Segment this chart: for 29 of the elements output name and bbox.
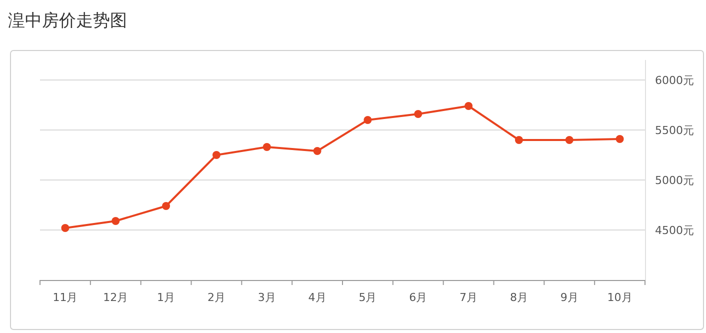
x-tick-label: 9月	[560, 291, 578, 304]
y-tick-label: 6000元	[655, 74, 694, 87]
x-tick-label: 5月	[358, 291, 377, 304]
y-tick-label: 5000元	[655, 174, 694, 187]
point	[313, 147, 322, 155]
point	[112, 217, 120, 225]
x-tick-label: 1月	[157, 291, 176, 304]
point	[162, 202, 170, 210]
point	[616, 135, 624, 143]
x-tick-label: 7月	[460, 291, 478, 304]
point	[414, 110, 422, 118]
x-tick-label: 6月	[409, 291, 428, 304]
point	[364, 116, 372, 124]
point	[61, 224, 70, 232]
x-tick-label: 10月	[607, 291, 632, 304]
point	[565, 136, 574, 144]
x-tick-label: 8月	[510, 291, 528, 304]
x-tick-label: 12月	[103, 291, 128, 304]
point	[212, 151, 220, 159]
y-tick-label: 5500元	[655, 124, 694, 137]
x-tick-label: 11月	[52, 291, 78, 304]
point	[262, 143, 271, 151]
x-tick-label: 3月	[258, 291, 276, 304]
y-tick-label: 4500元	[655, 224, 694, 237]
x-tick-label: 4月	[308, 291, 326, 304]
chart-title: 湟中房价走势图	[8, 11, 127, 31]
point	[514, 136, 523, 144]
x-tick-label: 2月	[207, 291, 226, 304]
point	[464, 102, 473, 110]
